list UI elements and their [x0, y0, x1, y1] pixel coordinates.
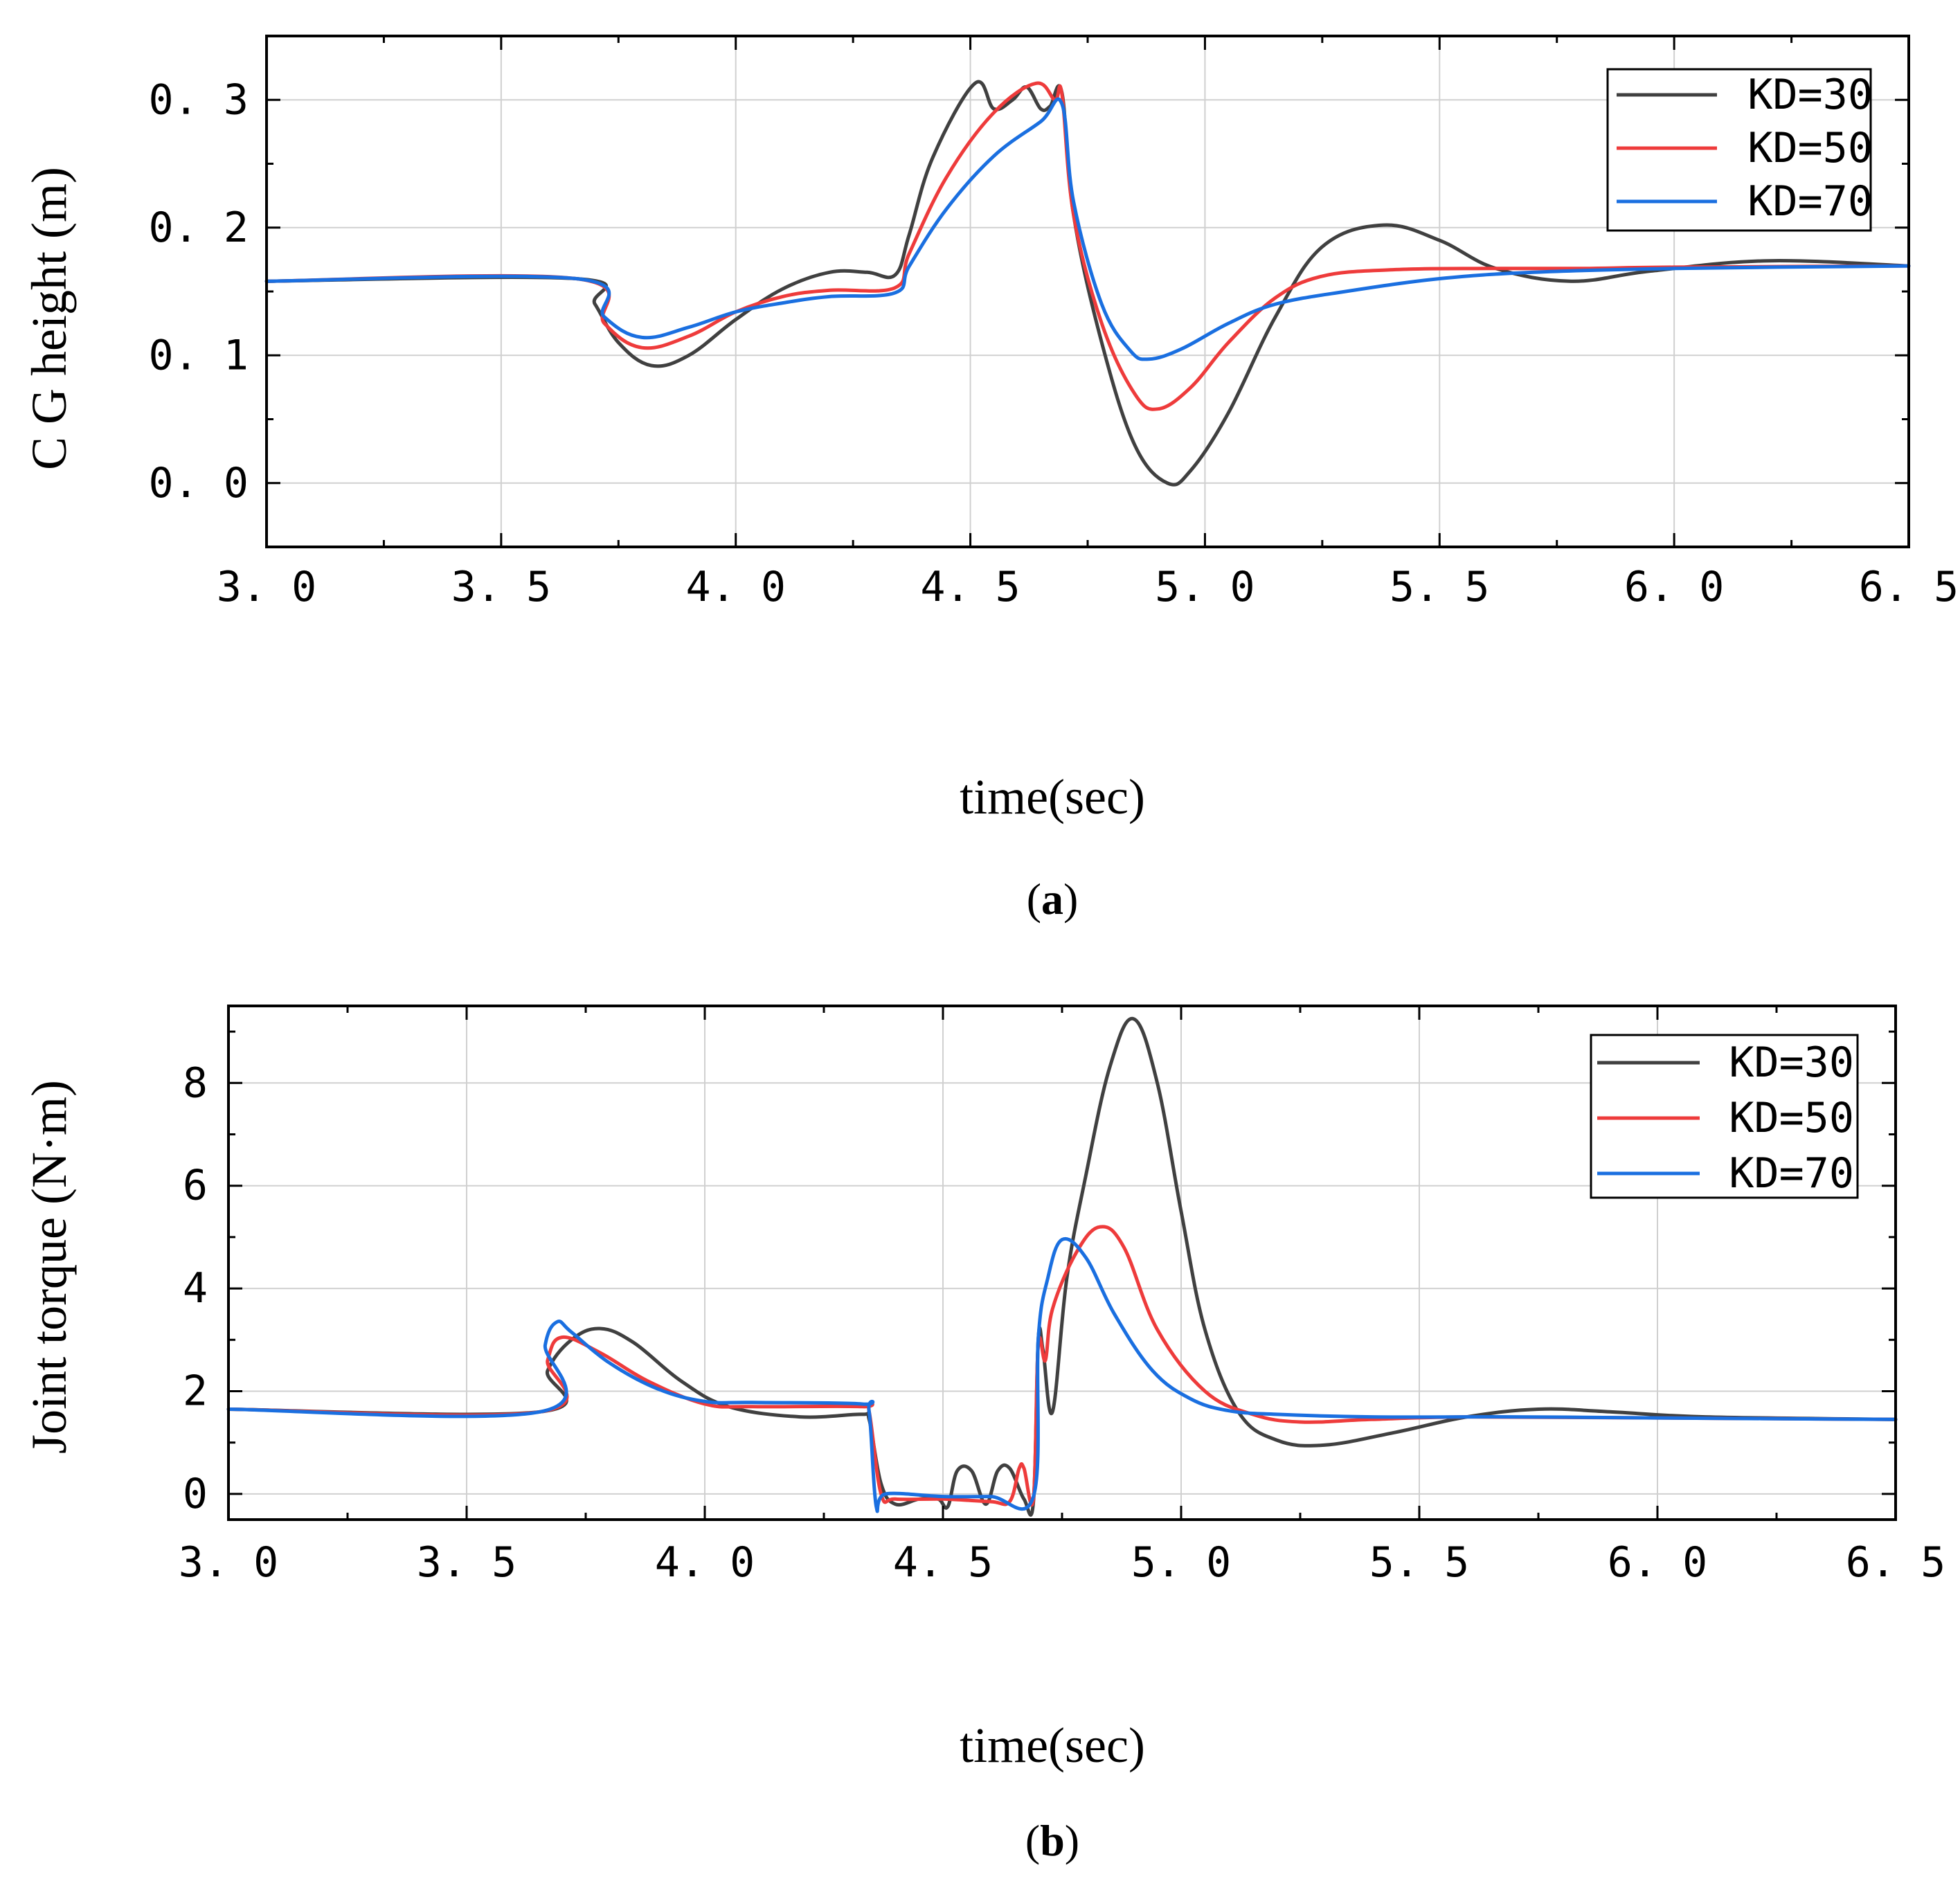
panel-letter-b: b: [1040, 1816, 1065, 1865]
x-tick-label: 6. 0: [1608, 1538, 1708, 1587]
x-tick-label: 5. 5: [1390, 563, 1490, 611]
legend-a: KD=30 KD=50 KD=70: [1606, 68, 1873, 232]
y-axis-title-b: Joint torque (N·m): [21, 1080, 77, 1454]
legend-label: KD=30: [1729, 1038, 1854, 1087]
y-tick-label: 0. 1: [149, 331, 249, 379]
panel-label-b: (b): [1025, 1816, 1079, 1865]
legend-b: KD=30 KD=50 KD=70: [1590, 1034, 1859, 1199]
x-tick-label: 6. 5: [1859, 563, 1959, 611]
chart-panel-a: 3. 0 3. 5 4. 0 4. 5 5. 0 5. 5 6. 0 6. 5 0. 0 0. 1…: [21, 35, 1959, 924]
x-tick-label: 6. 5: [1846, 1538, 1946, 1587]
panel-letter-a: a: [1041, 874, 1063, 924]
legend-label: KD=70: [1729, 1149, 1854, 1198]
series-line-kd-70: [264, 97, 1911, 361]
x-tick-label: 5. 0: [1131, 1538, 1232, 1587]
x-tick-label: 4. 5: [920, 563, 1021, 611]
series-lines-b: [226, 1016, 1898, 1517]
x-tick-label: 6. 0: [1624, 563, 1725, 611]
y-tick-label: 2: [183, 1367, 208, 1416]
x-tick-label: 3. 0: [179, 1538, 279, 1587]
axis-ticks-b: 3. 0 3. 5 4. 0 4. 5 5. 0 5. 5 6. 0 6. 5 0 2 4 6 8: [179, 1006, 1946, 1587]
x-tick-label: 3. 5: [417, 1538, 517, 1587]
y-tick-label: 8: [183, 1059, 208, 1107]
y-axis-title-a: C G height (m): [21, 167, 77, 470]
y-tick-label: 4: [183, 1264, 208, 1313]
legend-label: KD=30: [1747, 71, 1873, 119]
x-axis-title-b: time(sec): [960, 1718, 1145, 1773]
y-tick-label: 6: [183, 1162, 208, 1210]
y-tick-label: 0: [183, 1470, 208, 1518]
x-tick-label: 5. 0: [1155, 563, 1255, 611]
panel-label-a: (a): [1027, 874, 1079, 924]
y-tick-label: 0. 3: [149, 75, 249, 124]
x-tick-label: 4. 0: [685, 563, 786, 611]
legend-label: KD=50: [1747, 124, 1873, 172]
series-lines-a: [264, 80, 1911, 487]
y-tick-label: 0. 0: [149, 459, 249, 507]
legend-label: KD=70: [1747, 177, 1873, 226]
x-tick-label: 4. 0: [655, 1538, 755, 1587]
x-tick-label: 3. 0: [217, 563, 317, 611]
x-tick-label: 5. 5: [1369, 1538, 1470, 1587]
series-line-kd-50: [264, 81, 1911, 411]
series-line-kd-30: [264, 80, 1911, 487]
x-tick-label: 4. 5: [893, 1538, 994, 1587]
x-tick-label: 3. 5: [451, 563, 552, 611]
series-line-kd-70: [226, 1236, 1898, 1513]
x-axis-title-a: time(sec): [960, 769, 1145, 825]
legend-label: KD=50: [1729, 1094, 1854, 1142]
y-tick-label: 0. 2: [149, 204, 249, 252]
axis-ticks-a: 3. 0 3. 5 4. 0 4. 5 5. 0 5. 5 6. 0 6. 5 0. 0 0. 1…: [149, 35, 1959, 611]
chart-panel-b: 3. 0 3. 5 4. 0 4. 5 5. 0 5. 5 6. 0 6. 5 0 2 4 6 8 KD…: [21, 1005, 1946, 1865]
series-line-kd-50: [226, 1225, 1898, 1507]
